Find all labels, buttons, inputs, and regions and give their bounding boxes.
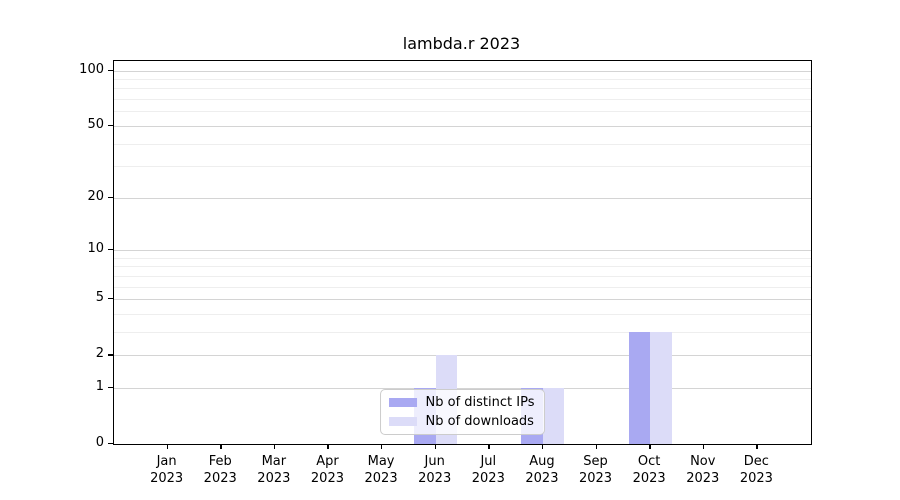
bar-downloads-aug	[542, 387, 565, 444]
x-tick-label-year: 2023	[203, 471, 237, 486]
gridline-minor	[114, 257, 811, 259]
y-tick-label: 20	[87, 188, 104, 204]
y-tick-label: 10	[87, 241, 104, 256]
y-tick-mark	[108, 249, 113, 251]
y-tick-label: 0	[95, 435, 104, 450]
gridline-minor	[114, 275, 811, 277]
y-tick-mark	[108, 69, 113, 72]
x-tick-label-year: 2023	[632, 471, 666, 486]
gridline-minor	[114, 331, 811, 333]
x-tick-label-month: May	[367, 454, 395, 469]
x-tick-mark	[756, 444, 758, 449]
x-tick-mark	[327, 444, 329, 449]
x-tick-label-year: 2023	[578, 471, 613, 486]
x-tick-mark	[488, 444, 490, 449]
x-tick-mark	[541, 444, 544, 449]
legend-swatch-downloads	[388, 417, 417, 426]
x-tick-label-year: 2023	[364, 471, 398, 486]
x-tick-label-month: Nov	[690, 454, 716, 469]
x-tick-label-year: 2023	[525, 471, 559, 486]
x-tick-label-month: Oct	[637, 454, 661, 469]
y-tick-label: 5	[95, 290, 104, 306]
x-tick-label: Sep 2023	[565, 453, 627, 487]
x-tick-label: Dec 2023	[725, 453, 787, 487]
gridline-major	[114, 125, 811, 127]
x-tick-label: Jul 2023	[457, 453, 519, 487]
y-tick-mark	[108, 196, 113, 199]
y-tick-label: 100	[79, 61, 104, 77]
x-tick-label: May 2023	[350, 453, 412, 487]
legend: Nb of distinct IPs Nb of downloads	[379, 389, 546, 435]
x-tick-label-year: 2023	[418, 471, 452, 486]
y-tick-label: 50	[87, 116, 104, 132]
legend-label-distinct-ips: Nb of distinct IPs	[425, 395, 535, 410]
x-tick-label: Mar 2023	[243, 453, 305, 487]
x-tick-label-month: Jun	[424, 454, 445, 469]
y-tick-mark	[108, 443, 113, 445]
gridline-minor	[114, 166, 811, 168]
x-tick-mark	[649, 444, 651, 449]
gridline-major	[114, 250, 811, 251]
x-tick-label-year: 2023	[739, 471, 773, 486]
bar-distinct-ips-oct	[628, 331, 651, 444]
gridline-major	[114, 197, 811, 199]
x-tick-label-year: 2023	[150, 471, 184, 486]
gridline-minor	[114, 88, 811, 90]
y-tick-label: 2	[95, 346, 104, 362]
x-tick-label: Nov 2023	[672, 453, 734, 487]
gridline-minor	[114, 313, 811, 315]
x-tick-mark	[434, 444, 437, 449]
x-tick-label: Jan 2023	[136, 453, 198, 487]
x-tick-label-month: Aug	[529, 454, 555, 469]
chart-title: lambda.r 2023	[402, 34, 521, 53]
gridline-major	[114, 70, 811, 72]
x-tick-label-month: Apr	[316, 454, 339, 469]
legend-entry-downloads: Nb of downloads	[388, 414, 535, 429]
bar-downloads-oct	[650, 331, 672, 444]
y-tick-mark	[108, 298, 113, 300]
x-tick-label-year: 2023	[471, 471, 505, 486]
x-tick-label-month: Jul	[480, 454, 497, 469]
gridline-minor	[114, 286, 811, 288]
gridline-major	[114, 355, 811, 357]
gridline-minor	[114, 143, 811, 145]
x-tick-mark	[273, 444, 276, 449]
plot-area: Nb of distinct IPs Nb of downloads	[113, 60, 812, 445]
x-tick-mark	[702, 444, 705, 449]
legend-swatch-distinct-ips	[388, 398, 417, 407]
y-tick-mark	[108, 354, 113, 356]
gridline-minor	[114, 266, 811, 268]
gridline-minor	[114, 111, 811, 113]
legend-entry-distinct-ips: Nb of distinct IPs	[388, 395, 535, 410]
x-tick-label-month: Dec	[743, 454, 769, 469]
x-tick-label: Apr 2023	[296, 453, 358, 487]
gridline-minor	[114, 79, 811, 81]
gridline-major	[114, 299, 811, 301]
x-tick-label: Aug 2023	[511, 453, 573, 487]
x-tick-mark	[166, 444, 168, 449]
gridline-minor	[114, 99, 811, 101]
legend-label-downloads: Nb of downloads	[425, 414, 534, 429]
x-tick-label: Jun 2023	[404, 453, 466, 487]
x-tick-label-year: 2023	[686, 471, 720, 486]
y-tick-mark	[108, 124, 113, 127]
x-tick-label-month: Feb	[208, 454, 232, 469]
gridline-major	[114, 387, 811, 389]
x-tick-label-month: Mar	[261, 454, 287, 469]
x-tick-label-year: 2023	[310, 471, 344, 486]
x-tick-label-month: Sep	[583, 454, 608, 469]
y-tick-label: 1	[95, 378, 104, 394]
x-tick-label-year: 2023	[257, 471, 291, 486]
y-tick-mark	[108, 386, 113, 389]
x-tick-mark	[220, 444, 222, 449]
x-tick-mark	[381, 444, 383, 449]
x-tick-label-month: Jan	[156, 454, 177, 469]
x-tick-mark	[595, 444, 597, 449]
x-tick-label: Oct 2023	[618, 453, 680, 487]
x-tick-label: Feb 2023	[189, 453, 251, 487]
